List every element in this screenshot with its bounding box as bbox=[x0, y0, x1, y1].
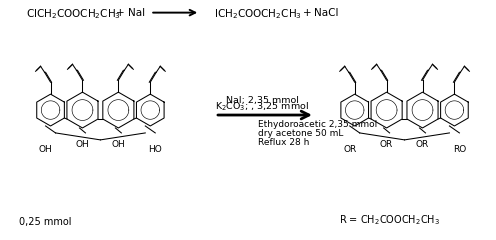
Text: Reflux 28 h: Reflux 28 h bbox=[258, 138, 310, 147]
Text: 0,25 mmol: 0,25 mmol bbox=[19, 217, 72, 227]
Text: K$_2$CO$_3$; , 3,25 mmol: K$_2$CO$_3$; , 3,25 mmol bbox=[215, 101, 309, 113]
Text: NaI: NaI bbox=[128, 8, 145, 18]
Text: R = CH$_2$COOCH$_2$CH$_3$: R = CH$_2$COOCH$_2$CH$_3$ bbox=[339, 214, 440, 227]
Text: +: + bbox=[116, 8, 124, 18]
Text: ClCH$_2$COOCH$_2$CH$_3$: ClCH$_2$COOCH$_2$CH$_3$ bbox=[26, 8, 121, 21]
Text: OH: OH bbox=[39, 145, 53, 154]
Text: NaI; 2,35 mmol: NaI; 2,35 mmol bbox=[226, 96, 299, 105]
Text: OH: OH bbox=[75, 140, 89, 149]
Text: OR: OR bbox=[380, 140, 393, 149]
Text: HO: HO bbox=[148, 145, 162, 154]
Text: +: + bbox=[303, 8, 311, 18]
Text: Ethydoroacetic 2,35 mmol: Ethydoroacetic 2,35 mmol bbox=[258, 120, 377, 129]
Text: RO: RO bbox=[453, 145, 466, 154]
Text: OR: OR bbox=[343, 145, 356, 154]
Text: OR: OR bbox=[416, 140, 429, 149]
Text: NaCl: NaCl bbox=[313, 8, 338, 18]
Text: ICH$_2$COOCH$_2$CH$_3$: ICH$_2$COOCH$_2$CH$_3$ bbox=[214, 8, 302, 21]
Text: dry acetone 50 mL: dry acetone 50 mL bbox=[258, 129, 343, 138]
Text: OH: OH bbox=[112, 140, 125, 149]
